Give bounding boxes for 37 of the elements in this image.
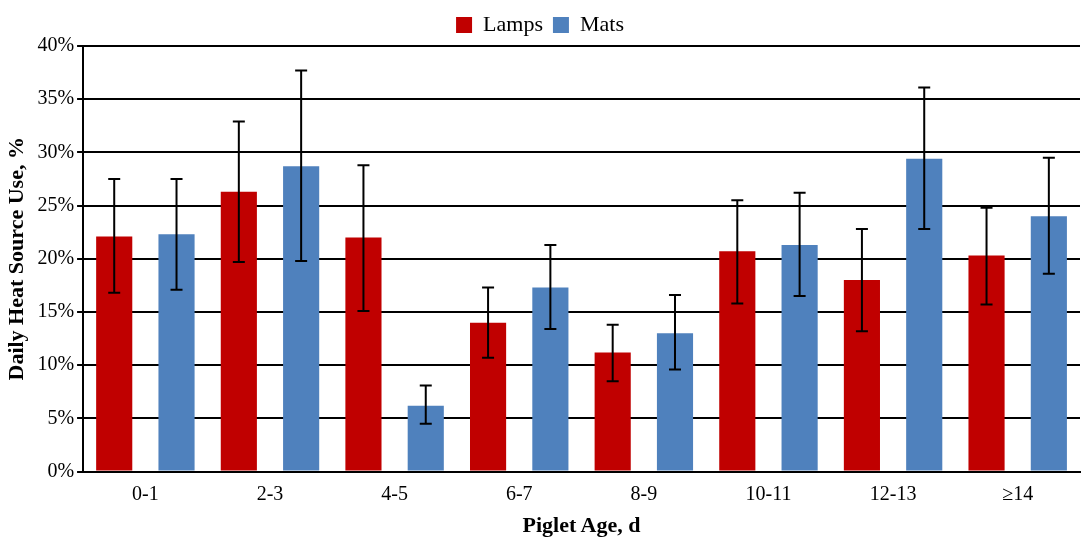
y-tick-label: 0% — [47, 458, 75, 481]
bar — [719, 251, 756, 471]
bar — [470, 322, 507, 471]
bar — [345, 237, 382, 471]
bar — [594, 352, 631, 471]
bar — [968, 255, 1005, 471]
x-tick-label: 12-13 — [869, 481, 917, 504]
bar — [532, 287, 569, 471]
x-tick-label: 0-1 — [132, 481, 159, 504]
x-tick-label: 8-9 — [630, 481, 658, 504]
y-tick-label: 20% — [37, 246, 75, 269]
bar — [96, 236, 133, 471]
bar — [220, 191, 257, 471]
bar — [283, 166, 320, 471]
bar — [158, 234, 195, 471]
bar — [407, 405, 444, 471]
y-tick-label: 5% — [47, 405, 75, 428]
y-tick-label: 25% — [37, 192, 75, 215]
y-axis-title: Daily Heat Source Use, % — [2, 137, 28, 381]
y-tick-label: 10% — [37, 352, 75, 375]
bar — [843, 280, 880, 471]
y-tick-label: 15% — [37, 299, 75, 322]
x-tick-label: 2-3 — [256, 481, 284, 504]
bar — [1030, 216, 1067, 471]
x-tick-label: 10-11 — [745, 481, 792, 504]
y-tick-label: 40% — [37, 33, 75, 56]
bar — [781, 244, 818, 471]
x-axis-title: Piglet Age, d — [522, 512, 641, 538]
legend-label: Mats — [579, 10, 624, 36]
y-tick-label: 35% — [37, 86, 75, 109]
bar — [906, 158, 943, 471]
x-tick-label: ≥14 — [1002, 481, 1034, 504]
y-tick-label: 30% — [37, 139, 75, 162]
legend-label: Lamps — [483, 10, 543, 36]
x-tick-label: 6-7 — [505, 481, 533, 504]
bar — [656, 333, 694, 471]
x-tick-label: 4-5 — [381, 481, 408, 504]
